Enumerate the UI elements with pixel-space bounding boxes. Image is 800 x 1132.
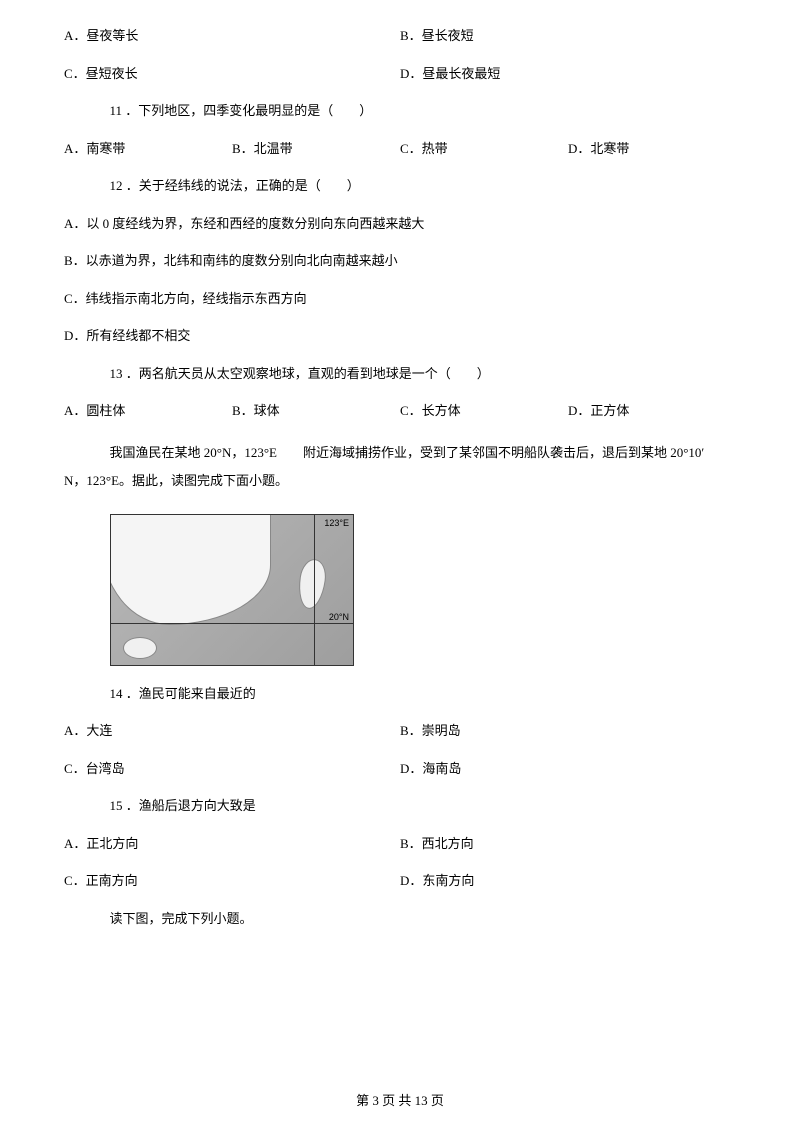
- prev-q-options-row1: A．昼夜等长 B．昼长夜短: [64, 26, 736, 46]
- q12-option-d: D．所有经线都不相交: [64, 326, 736, 346]
- option-c: C．热带: [400, 139, 568, 159]
- q12-stem: 12 ．关于经纬线的说法，正确的是（ ）: [64, 176, 736, 196]
- next-context: 读下图，完成下列小题。: [64, 909, 736, 929]
- map-lon-line: [314, 515, 315, 665]
- option-d: D．东南方向: [400, 871, 736, 891]
- option-b: B．崇明岛: [400, 721, 736, 741]
- option-c: C．长方体: [400, 401, 568, 421]
- option-a: A．正北方向: [64, 834, 400, 854]
- option-b: B．球体: [232, 401, 400, 421]
- context-line2: N，123°E。据此，读图完成下面小题。: [64, 473, 288, 488]
- option-b: B．北温带: [232, 139, 400, 159]
- option-c: C．台湾岛: [64, 759, 400, 779]
- option-d: D．正方体: [568, 401, 736, 421]
- option-d: D．海南岛: [400, 759, 736, 779]
- option-c: C．昼短夜长: [64, 64, 400, 84]
- option-d: D．昼最长夜最短: [400, 64, 736, 84]
- option-a: A．南寒带: [64, 139, 232, 159]
- map-lon-label: 123°E: [324, 517, 349, 531]
- context-line1: 我国渔民在某地 20°N，123°E 附近海域捕捞作业，受到了某邻国不明船队袭击…: [110, 445, 705, 460]
- prev-q-options-row2: C．昼短夜长 D．昼最长夜最短: [64, 64, 736, 84]
- context-paragraph: 我国渔民在某地 20°N，123°E 附近海域捕捞作业，受到了某邻国不明船队袭击…: [64, 439, 736, 496]
- page-footer: 第 3 页 共 13 页: [0, 1091, 800, 1111]
- map-lat-line: [111, 623, 353, 624]
- map-figure: 123°E 20°N: [110, 514, 736, 666]
- q15-stem: 15 ．渔船后退方向大致是: [64, 796, 736, 816]
- q15-options-row2: C．正南方向 D．东南方向: [64, 871, 736, 891]
- q13-options: A．圆柱体 B．球体 C．长方体 D．正方体: [64, 401, 736, 421]
- q14-options-row1: A．大连 B．崇明岛: [64, 721, 736, 741]
- option-a: A．圆柱体: [64, 401, 232, 421]
- q14-stem: 14 ．渔民可能来自最近的: [64, 684, 736, 704]
- option-a: A．大连: [64, 721, 400, 741]
- map-hainan: [123, 637, 157, 659]
- map-taiwan: [296, 557, 329, 610]
- map-lat-label: 20°N: [329, 611, 349, 625]
- option-d: D．北寒带: [568, 139, 736, 159]
- q13-stem: 13 ．两名航天员从太空观察地球，直观的看到地球是一个（ ）: [64, 364, 736, 384]
- q12-option-b: B．以赤道为界，北纬和南纬的度数分别向北向南越来越小: [64, 251, 736, 271]
- option-a: A．昼夜等长: [64, 26, 400, 46]
- map-mainland: [110, 514, 271, 625]
- q14-options-row2: C．台湾岛 D．海南岛: [64, 759, 736, 779]
- q11-options: A．南寒带 B．北温带 C．热带 D．北寒带: [64, 139, 736, 159]
- q11-stem: 11 ．下列地区，四季变化最明显的是（ ）: [64, 101, 736, 121]
- q15-options-row1: A．正北方向 B．西北方向: [64, 834, 736, 854]
- map-image: 123°E 20°N: [110, 514, 354, 666]
- option-c: C．正南方向: [64, 871, 400, 891]
- q12-option-c: C．纬线指示南北方向，经线指示东西方向: [64, 289, 736, 309]
- option-b: B．昼长夜短: [400, 26, 736, 46]
- q12-option-a: A．以 0 度经线为界，东经和西经的度数分别向东向西越来越大: [64, 214, 736, 234]
- option-b: B．西北方向: [400, 834, 736, 854]
